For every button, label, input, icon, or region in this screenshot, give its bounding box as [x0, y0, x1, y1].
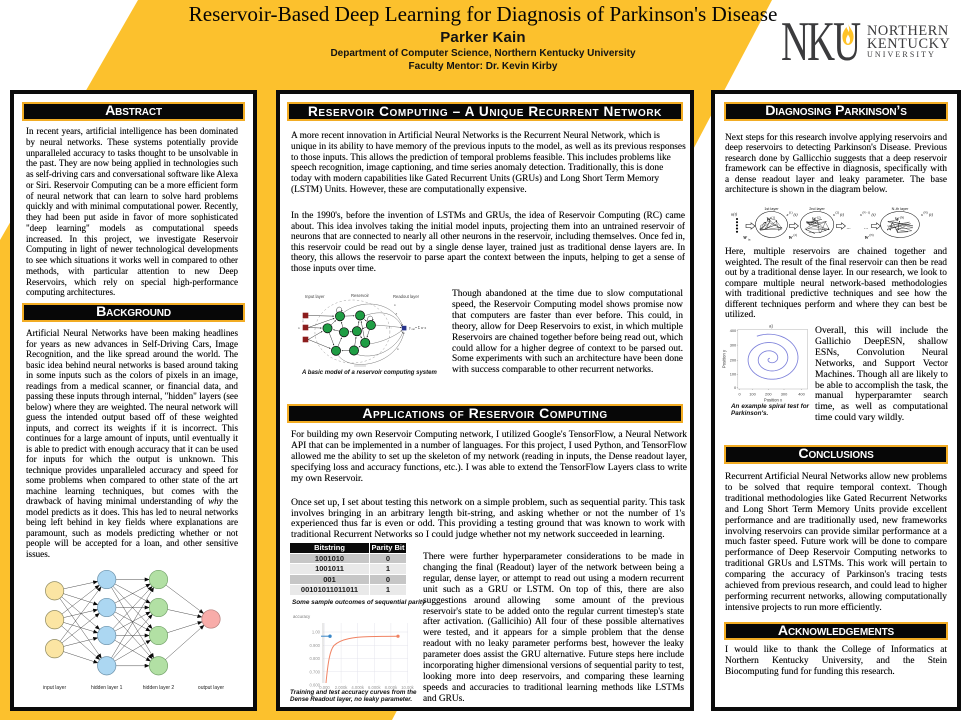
svg-text:N -th layer: N -th layer — [892, 207, 910, 211]
svg-text:100: 100 — [730, 372, 737, 377]
svg-text:x: x — [396, 312, 398, 316]
svg-text:(N): (N) — [924, 211, 928, 215]
svg-text:x: x — [832, 212, 835, 217]
svg-text:= Σ w x: = Σ w x — [415, 326, 426, 330]
svg-text:y: y — [409, 326, 411, 330]
svg-text:hidden layer 2: hidden layer 2 — [143, 685, 175, 691]
svg-text:x: x — [298, 326, 300, 330]
svg-text:accuracy: accuracy — [293, 614, 311, 619]
svg-text:W: W — [812, 218, 817, 223]
svg-text:Position y: Position y — [722, 349, 726, 368]
svg-text:(2): (2) — [836, 211, 840, 215]
svg-text:x: x — [397, 347, 399, 351]
svg-text:hidden layer 1: hidden layer 1 — [91, 685, 123, 691]
svg-text:output layer: output layer — [198, 685, 224, 691]
svg-text:200: 200 — [765, 392, 772, 397]
svg-text:Readout layer: Readout layer — [393, 294, 420, 299]
svg-text:(N): (N) — [870, 233, 874, 237]
svg-text:0.900: 0.900 — [310, 643, 321, 648]
svg-text:8.000k: 8.000k — [385, 685, 398, 690]
svg-text:4.000k: 4.000k — [351, 685, 364, 690]
svg-text:10.00k: 10.00k — [401, 685, 414, 690]
svg-text:W: W — [766, 218, 771, 223]
svg-text:6.000k: 6.000k — [368, 685, 381, 690]
svg-text:x: x — [859, 212, 862, 217]
svg-text:2.000k: 2.000k — [335, 685, 348, 690]
svg-text:400: 400 — [730, 328, 737, 333]
svg-text:a): a) — [769, 324, 773, 329]
svg-text:x: x — [920, 212, 923, 217]
svg-text:1st layer: 1st layer — [764, 207, 779, 211]
svg-text:u(t): u(t) — [731, 212, 738, 217]
svg-text:...: ... — [847, 225, 852, 231]
svg-text:(1): (1) — [772, 216, 776, 220]
svg-text:(t): (t) — [872, 212, 877, 217]
svg-text:(t): (t) — [929, 212, 934, 217]
svg-text:input layer: input layer — [43, 685, 66, 691]
svg-text:0: 0 — [739, 392, 742, 397]
svg-text:0.600: 0.600 — [310, 683, 321, 688]
svg-text:(2): (2) — [794, 233, 798, 237]
svg-text:0.800: 0.800 — [310, 656, 321, 661]
svg-text:2nd layer: 2nd layer — [809, 207, 825, 211]
svg-text:0.000: 0.000 — [319, 685, 330, 690]
svg-text:300: 300 — [781, 392, 788, 397]
svg-text:x: x — [786, 212, 789, 217]
svg-text:200: 200 — [730, 358, 737, 363]
svg-text:(t): (t) — [840, 212, 845, 217]
svg-text:(1): (1) — [789, 211, 793, 215]
svg-text:in: in — [748, 238, 751, 242]
svg-text:1.00: 1.00 — [312, 630, 321, 635]
svg-text:(N): (N) — [900, 216, 904, 220]
svg-text:400: 400 — [798, 392, 805, 397]
svg-text:300: 300 — [730, 343, 737, 348]
svg-text:Input layer: Input layer — [305, 294, 325, 299]
svg-text:Position x: Position x — [764, 398, 783, 403]
svg-text:...: ... — [864, 225, 869, 231]
svg-text:x: x — [394, 303, 396, 307]
svg-text:W: W — [895, 218, 900, 223]
svg-text:0.700: 0.700 — [310, 669, 321, 674]
svg-text:W: W — [865, 235, 870, 240]
svg-text:(2): (2) — [817, 216, 821, 220]
svg-text:W: W — [789, 235, 794, 240]
svg-text:out: out — [412, 328, 416, 331]
svg-text:W: W — [743, 235, 748, 240]
svg-text:(t): (t) — [794, 212, 799, 217]
svg-text:Reservoir: Reservoir — [351, 293, 370, 298]
svg-text:(N −1): (N −1) — [863, 211, 871, 215]
svg-text:0: 0 — [734, 385, 737, 390]
svg-text:100: 100 — [749, 392, 756, 397]
